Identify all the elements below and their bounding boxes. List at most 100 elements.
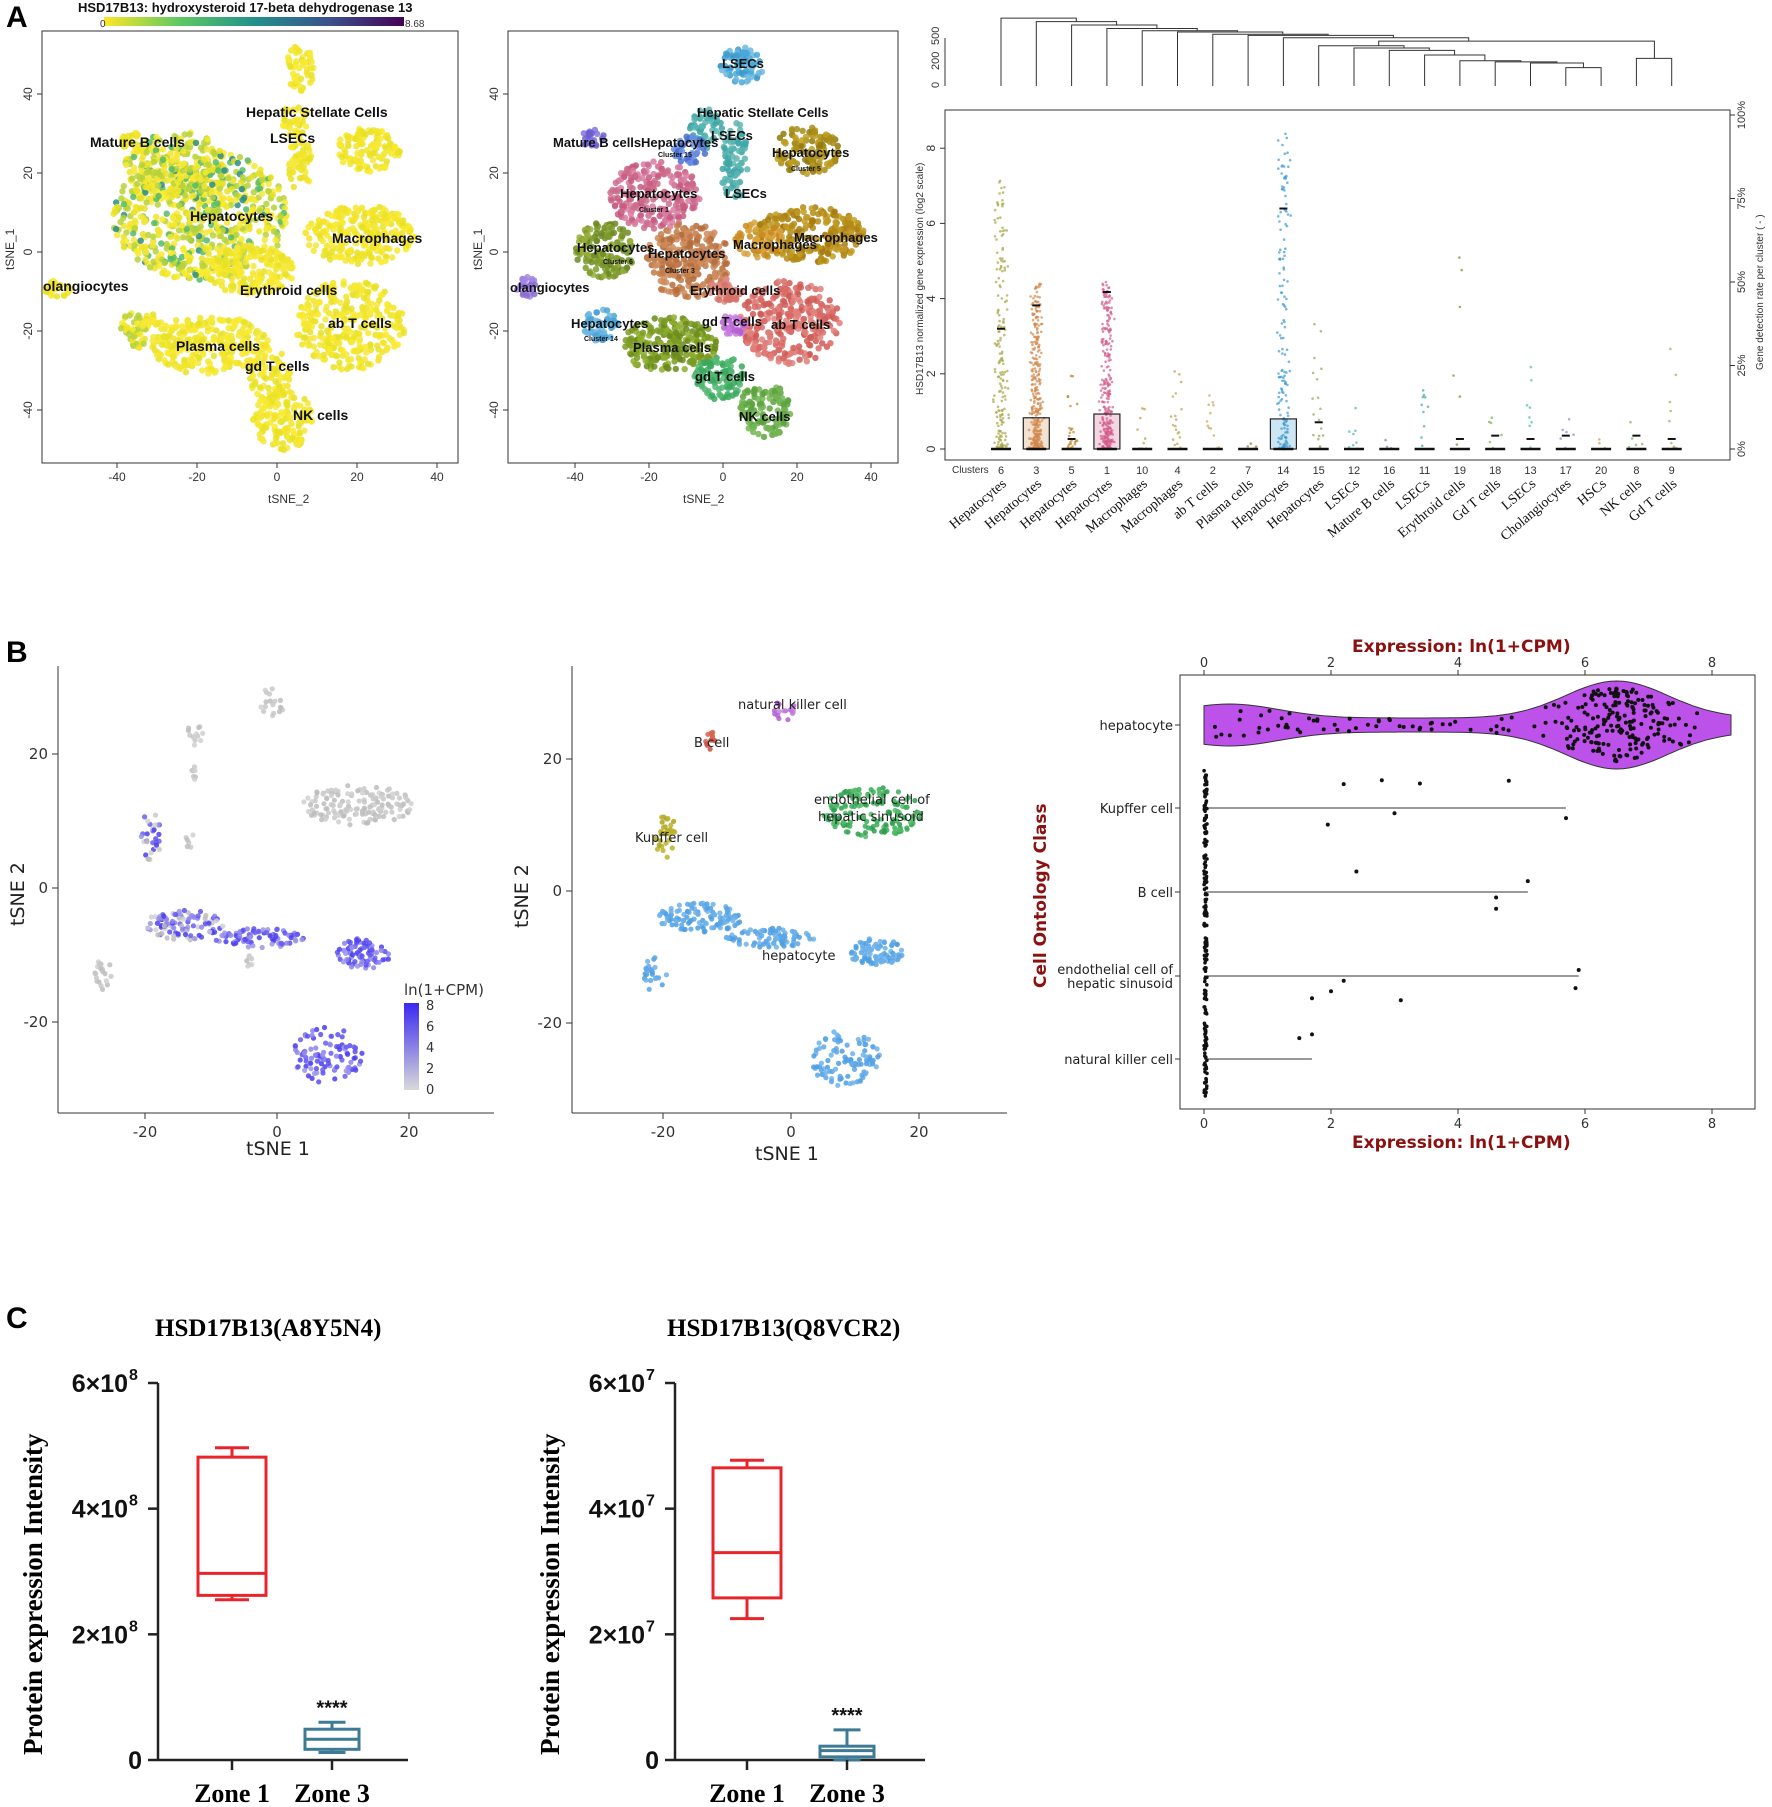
point <box>376 203 383 211</box>
point <box>665 288 672 295</box>
point <box>627 210 635 218</box>
strip-point <box>998 436 1001 439</box>
point <box>205 370 212 377</box>
point <box>195 200 203 208</box>
point <box>333 353 341 360</box>
point <box>833 246 841 253</box>
point <box>400 329 408 337</box>
point <box>265 384 272 392</box>
point <box>237 179 245 186</box>
a2-sublabel-5: Cluster 14 <box>584 336 618 343</box>
point <box>149 242 157 249</box>
point <box>689 205 696 212</box>
point <box>281 107 288 114</box>
point <box>197 144 205 151</box>
strip-point <box>996 405 1000 409</box>
point <box>621 214 629 221</box>
point <box>342 152 349 159</box>
point <box>217 232 224 240</box>
point <box>688 173 696 180</box>
point <box>348 363 355 370</box>
point <box>802 305 810 312</box>
point <box>699 225 706 232</box>
y-tick-label: 20 <box>21 166 35 180</box>
x-tick-label: 0 <box>720 470 727 484</box>
point <box>175 227 183 234</box>
a2-label-16: ab T cells <box>771 317 830 332</box>
point <box>375 255 382 262</box>
a1-label-lsecs: LSECs <box>270 130 315 146</box>
point <box>297 87 305 94</box>
point <box>780 278 788 285</box>
point <box>209 232 217 239</box>
point <box>203 146 210 153</box>
point <box>608 197 615 204</box>
y-tick-right-label: 50% <box>1736 271 1748 293</box>
point <box>603 307 611 314</box>
point <box>212 159 219 166</box>
point <box>659 170 667 177</box>
point <box>658 158 665 166</box>
point <box>728 383 735 390</box>
point <box>611 202 619 209</box>
point <box>243 254 250 262</box>
point <box>180 234 187 241</box>
point <box>285 107 292 114</box>
point <box>733 76 740 83</box>
point <box>198 255 205 262</box>
point <box>712 383 719 390</box>
point <box>224 238 231 245</box>
point <box>136 175 144 182</box>
strip-point <box>1003 370 1007 374</box>
point <box>225 317 232 324</box>
y-tick-label: 4 <box>924 295 938 302</box>
a2-label-19: NK cells <box>739 409 790 424</box>
point <box>752 226 760 233</box>
point <box>733 155 740 162</box>
point <box>318 323 325 330</box>
point <box>138 167 145 174</box>
point <box>120 244 128 251</box>
point <box>592 266 600 273</box>
point <box>266 403 273 410</box>
strip-point <box>996 443 1000 446</box>
point <box>712 273 719 280</box>
point <box>256 329 263 337</box>
point <box>205 161 212 168</box>
point <box>186 139 194 146</box>
x-tick-label: 20 <box>790 470 804 484</box>
point <box>638 217 645 224</box>
point <box>218 317 225 324</box>
point <box>604 226 612 234</box>
tsne-a2-ylabel: tSNE_1 <box>471 228 485 270</box>
x-tick-label: 40 <box>430 470 444 484</box>
point <box>169 214 177 221</box>
point <box>826 138 833 145</box>
point <box>784 401 791 408</box>
point <box>746 398 753 405</box>
point <box>182 369 190 376</box>
point <box>228 275 236 283</box>
point <box>171 221 178 228</box>
strip-point <box>998 382 1002 385</box>
point <box>172 317 180 324</box>
point <box>207 276 214 283</box>
point <box>256 268 263 275</box>
point <box>188 237 195 244</box>
point <box>687 233 694 241</box>
point <box>264 252 271 259</box>
point <box>130 153 138 161</box>
point <box>374 127 381 135</box>
point <box>662 317 669 324</box>
point <box>137 237 144 244</box>
point <box>142 183 149 191</box>
point <box>352 240 360 247</box>
point <box>381 221 388 228</box>
point <box>800 208 807 216</box>
point <box>362 241 369 248</box>
point <box>694 321 701 328</box>
point <box>396 323 404 330</box>
strip-point <box>1001 378 1005 382</box>
dendro-link <box>1071 24 1158 86</box>
point <box>634 361 641 368</box>
